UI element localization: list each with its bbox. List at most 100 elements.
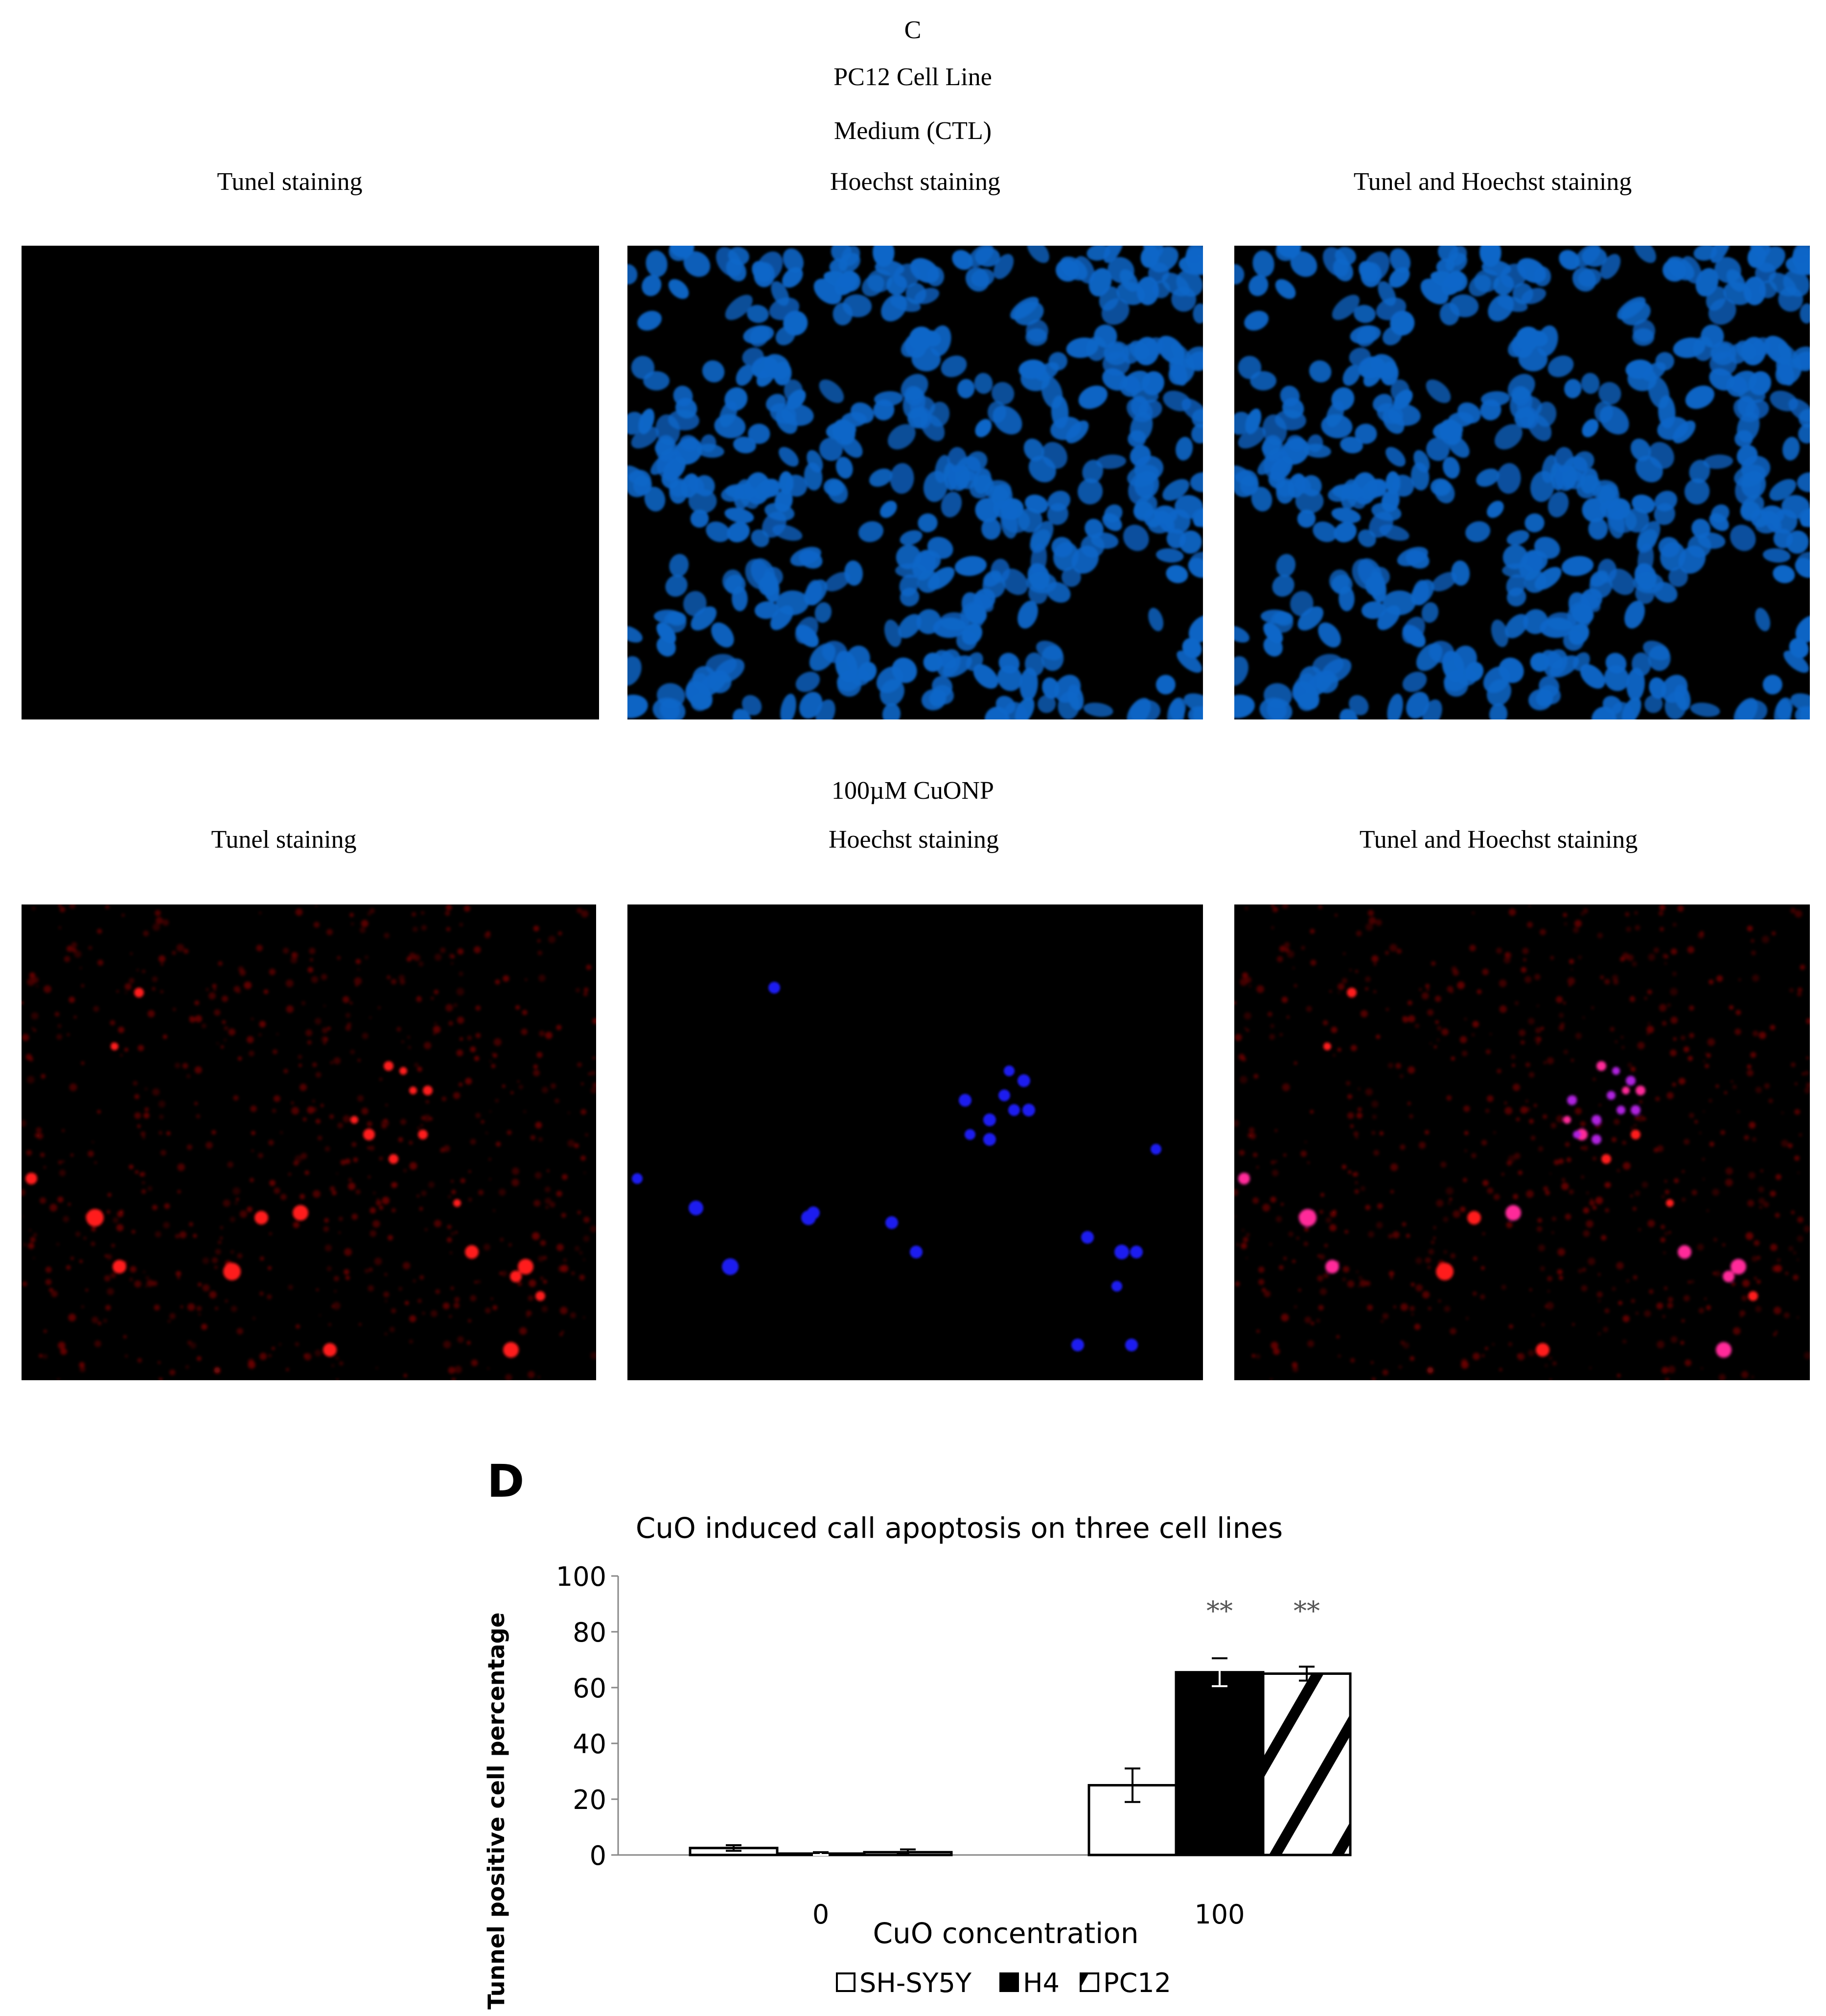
tunel-positive-cell: [223, 1263, 241, 1280]
background-speckle: [532, 1232, 540, 1240]
nucleus: [1736, 340, 1756, 360]
nucleus: [890, 463, 914, 494]
nucleus: [1413, 450, 1430, 473]
background-speckle: [424, 1228, 428, 1231]
background-speckle: [555, 1098, 559, 1103]
nucleus: [1086, 246, 1110, 261]
background-speckle: [1558, 1275, 1563, 1280]
background-speckle: [1282, 904, 1289, 909]
panel-d-letter: D: [487, 1455, 524, 1507]
background-speckle: [1758, 1186, 1764, 1193]
background-speckle: [1574, 920, 1582, 927]
nucleus: [1511, 386, 1530, 406]
background-speckle: [1473, 1256, 1478, 1261]
background-speckle: [250, 1178, 254, 1182]
nucleus: [702, 360, 725, 383]
nucleus: [1633, 572, 1664, 594]
background-speckle: [367, 912, 371, 916]
background-speckle: [517, 1080, 520, 1083]
background-speckle: [1745, 1232, 1754, 1240]
background-speckle: [445, 1004, 453, 1012]
nucleus: [674, 438, 702, 465]
background-speckle: [256, 945, 263, 951]
background-speckle: [129, 1277, 133, 1281]
background-speckle: [1486, 1095, 1494, 1102]
background-speckle: [561, 1212, 566, 1218]
nucleus: [1381, 489, 1400, 512]
nucleus: [1342, 365, 1361, 386]
background-speckle: [1557, 1248, 1565, 1256]
background-speckle: [1634, 1115, 1639, 1120]
background-speckle: [223, 1199, 231, 1207]
background-speckle: [1659, 904, 1665, 911]
background-speckle: [1626, 1279, 1630, 1283]
nucleus: [1486, 679, 1511, 706]
background-speckle: [1580, 912, 1585, 916]
background-speckle: [1457, 981, 1465, 989]
background-speckle: [1525, 976, 1532, 983]
background-speckle: [1528, 1072, 1535, 1078]
background-speckle: [1804, 1070, 1809, 1076]
nucleus: [1318, 622, 1341, 648]
nucleus: [644, 487, 666, 512]
background-speckle: [349, 1001, 353, 1004]
background-speckle: [590, 1351, 596, 1360]
background-speckle: [202, 1257, 209, 1264]
background-speckle: [299, 1064, 302, 1067]
background-speckle: [1284, 942, 1290, 948]
background-speckle: [1739, 1310, 1746, 1317]
background-speckle: [1673, 1037, 1677, 1041]
background-speckle: [1663, 1251, 1666, 1254]
background-speckle: [379, 1156, 383, 1161]
nucleus: [1133, 495, 1157, 519]
nucleus: [1648, 645, 1671, 671]
background-speckle: [1549, 1356, 1552, 1360]
background-speckle: [1274, 1129, 1278, 1132]
background-speckle: [465, 1078, 472, 1085]
background-speckle: [237, 1253, 243, 1259]
background-speckle: [470, 1138, 476, 1145]
background-speckle: [509, 1243, 512, 1247]
background-speckle: [488, 1158, 491, 1161]
background-speckle: [1703, 1060, 1705, 1063]
background-speckle: [1720, 1130, 1726, 1135]
nucleus: [1245, 408, 1262, 435]
background-speckle: [474, 1280, 477, 1284]
background-speckle: [1548, 1290, 1550, 1293]
background-speckle: [487, 1367, 490, 1370]
background-speckle: [1751, 950, 1756, 955]
background-speckle: [1377, 1203, 1383, 1209]
nucleus: [1479, 246, 1502, 267]
background-speckle: [222, 996, 228, 1002]
background-speckle: [1566, 1157, 1572, 1162]
background-speckle: [1678, 1078, 1686, 1085]
background-speckle: [1664, 1286, 1668, 1290]
nucleus: [1179, 530, 1202, 554]
nucleus: [1321, 414, 1353, 439]
background-speckle: [540, 1240, 546, 1246]
background-speckle: [22, 1034, 29, 1041]
background-speckle: [1709, 1099, 1712, 1103]
background-speckle: [1633, 1275, 1638, 1280]
background-speckle: [1241, 1243, 1247, 1249]
background-speckle: [66, 1265, 71, 1270]
background-speckle: [32, 976, 39, 983]
background-speckle: [1344, 1229, 1349, 1234]
nucleus: [1038, 695, 1056, 713]
background-speckle: [92, 1317, 98, 1323]
background-speckle: [160, 1150, 166, 1156]
nucleus: [1083, 702, 1113, 717]
background-speckle: [58, 926, 61, 929]
background-speckle: [1705, 1052, 1708, 1055]
nucleus: [1238, 426, 1266, 449]
background-speckle: [198, 1313, 201, 1316]
nucleus: [957, 379, 975, 398]
nucleus: [1598, 382, 1621, 405]
background-speckle: [385, 1299, 388, 1302]
nucleus: [675, 397, 697, 419]
background-speckle: [195, 1015, 202, 1022]
background-speckle: [1341, 978, 1347, 984]
background-speckle: [185, 1365, 189, 1369]
background-speckle: [1634, 911, 1638, 915]
nucleus: [1276, 554, 1296, 577]
